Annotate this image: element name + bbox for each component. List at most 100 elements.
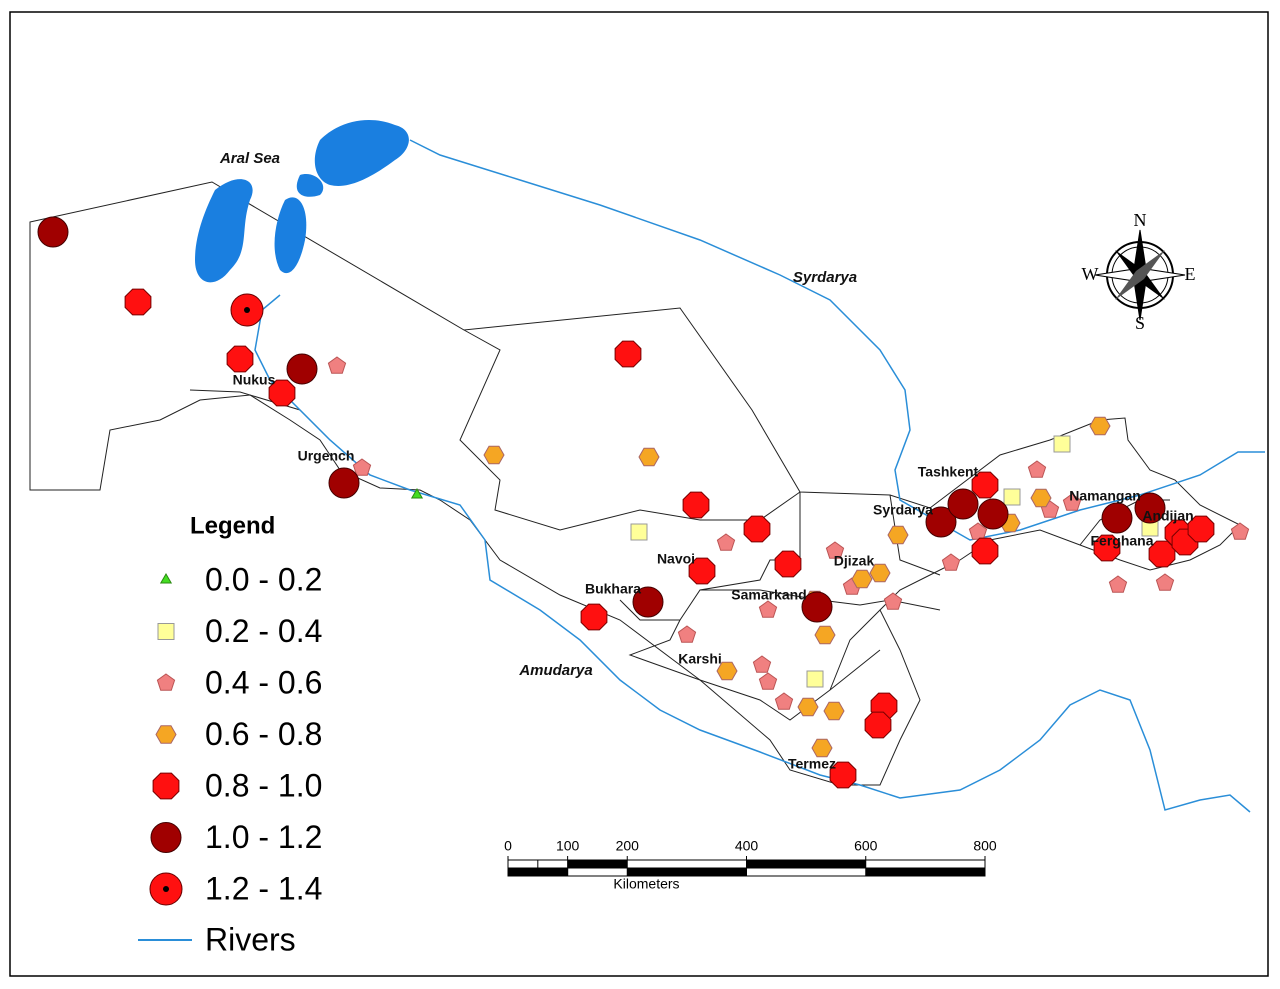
compass-w: W — [1082, 264, 1099, 284]
scale-bar-subsegment — [507, 859, 539, 869]
circle-marker — [150, 822, 182, 853]
circle-marker — [925, 506, 957, 538]
place-label: Bukhara — [585, 581, 641, 597]
water-label: Amudarya — [518, 662, 592, 679]
hexagon-marker — [814, 625, 836, 645]
pentagon-marker — [677, 625, 697, 643]
legend-label: 1.0 - 1.2 — [205, 819, 322, 855]
pentagon-marker — [1155, 573, 1175, 591]
pentagon-marker — [883, 592, 903, 610]
legend-label: 0.6 - 0.8 — [205, 716, 322, 752]
water-label: Aral Sea — [219, 150, 280, 167]
circle-marker — [801, 591, 833, 623]
hexagon-marker — [1089, 416, 1111, 436]
pentagon-marker — [825, 541, 845, 559]
frame — [9, 11, 1269, 977]
octagon-marker — [226, 345, 254, 373]
hexagon-marker — [797, 697, 819, 717]
triangle-marker — [159, 573, 173, 584]
scale-bar-segment — [746, 860, 866, 868]
octagon-marker — [971, 537, 999, 565]
legend-label: 0.0 - 0.2 — [205, 561, 322, 597]
pentagon-marker — [1062, 493, 1082, 511]
place-label: Syrdarya — [873, 502, 933, 518]
pentagon-marker — [1230, 522, 1250, 540]
place-label: Ferghana — [1090, 533, 1153, 549]
place-label: Djizak — [834, 553, 875, 569]
scale-unit: Kilometers — [613, 876, 679, 892]
pentagon-marker — [1027, 460, 1047, 478]
scale-tick-label: 600 — [854, 838, 878, 854]
place-label: Andijan — [1142, 508, 1193, 524]
octagon-marker — [124, 288, 152, 316]
place-label: Tashkent — [918, 464, 979, 480]
compass-e: E — [1185, 264, 1196, 284]
place-label: Urgench — [298, 448, 355, 464]
hexagon-marker — [851, 569, 873, 589]
octagon-marker — [682, 491, 710, 519]
square-marker — [806, 670, 824, 688]
legend-title: Legend — [190, 512, 275, 539]
pentagon-marker — [1108, 575, 1128, 593]
hexagon-marker — [1030, 488, 1052, 508]
pentagon-marker — [716, 533, 736, 551]
hexagon-marker — [155, 725, 177, 744]
compass-rose — [1094, 229, 1186, 321]
hexagon-marker — [887, 525, 909, 545]
circle-marker — [37, 216, 69, 248]
octagon-marker — [829, 761, 857, 789]
pentagon-marker — [327, 356, 347, 374]
place-label: Samarkand — [731, 587, 806, 603]
square-marker — [157, 623, 175, 640]
circle-marker — [286, 353, 318, 385]
legend-label: 1.2 - 1.4 — [205, 870, 322, 906]
octagon-marker — [580, 603, 608, 631]
hexagon-marker — [716, 661, 738, 681]
place-label: Nukus — [233, 372, 276, 388]
place-label: Navoi — [657, 551, 695, 567]
legend-label: 0.2 - 0.4 — [205, 613, 322, 649]
circle-marker — [977, 498, 1009, 530]
water-label: Syrdarya — [793, 269, 857, 286]
octagon-marker — [688, 557, 716, 585]
hexagon-marker — [823, 701, 845, 721]
octagon-marker — [268, 379, 296, 407]
scale-tick-label: 800 — [973, 838, 997, 854]
scale-bar-segment — [865, 868, 985, 876]
circle-marker — [947, 488, 979, 520]
square-marker — [1053, 435, 1071, 453]
compass-s: S — [1135, 313, 1145, 333]
pentagon-marker — [156, 673, 176, 691]
circle-marker — [632, 586, 664, 618]
square-marker — [1003, 488, 1021, 506]
scale-tick-label: 0 — [504, 838, 512, 854]
pentagon-marker — [758, 672, 778, 690]
octagon-marker — [774, 550, 802, 578]
hexagon-marker — [638, 447, 660, 467]
dot-circle-marker — [149, 872, 183, 906]
octagon-marker — [152, 772, 180, 800]
dot-circle-marker-dot — [244, 307, 250, 313]
compass-n: N — [1134, 210, 1147, 230]
circle-marker — [1134, 492, 1166, 524]
octagon-marker — [1187, 515, 1215, 543]
place-label: Karshi — [678, 651, 722, 667]
scale-tick-label: 200 — [616, 838, 640, 854]
rivers — [254, 139, 1265, 813]
legend-label: 0.8 - 1.0 — [205, 767, 322, 803]
circle-marker — [1101, 502, 1133, 534]
legend-rivers: Rivers — [205, 921, 296, 957]
octagon-marker — [971, 471, 999, 499]
octagon-marker — [743, 515, 771, 543]
legend-label: 0.4 - 0.6 — [205, 664, 322, 700]
dot-circle-marker — [230, 293, 264, 327]
hexagon-marker — [483, 445, 505, 465]
triangle-marker — [410, 488, 424, 499]
scale-bar-segment — [567, 860, 628, 868]
hexagon-marker — [811, 738, 833, 758]
hexagon-marker — [869, 563, 891, 583]
pentagon-marker — [758, 600, 778, 618]
place-label: Namangan — [1069, 488, 1141, 504]
aral-sea — [195, 120, 409, 283]
